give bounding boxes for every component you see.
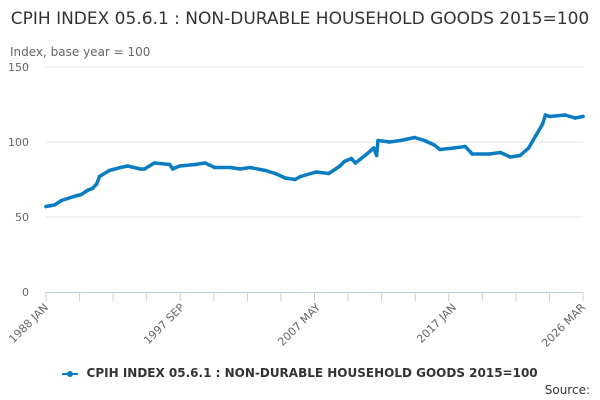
x-tick-label: 1988 JAN [6,301,51,346]
data-point [118,165,123,170]
y-axis-label: Index, base year = 100 [10,45,151,59]
data-point [90,186,95,191]
legend-line-marker-icon [62,370,79,377]
data-point [213,165,217,170]
data-point [168,162,172,167]
data-point [353,161,358,165]
x-tick-label: 2026 MAR [539,301,588,350]
x-tick-label: 1997 SEP [141,301,187,347]
data-point [470,152,475,156]
data-point [498,150,503,155]
data-point [432,143,437,147]
data-point [374,153,379,158]
data-point [86,188,91,192]
data-point [540,122,545,126]
data-point [412,135,417,140]
data-point [364,152,369,156]
data-point [452,146,456,150]
data-point [543,113,548,117]
data-point [533,134,538,138]
data-point [177,164,182,168]
data-point [298,174,303,179]
data-point [238,167,242,171]
data-point [94,182,99,186]
data-point [97,174,102,179]
data-point [349,156,354,161]
data-point [314,170,318,174]
data-point [125,164,130,168]
data-point [59,198,64,203]
data-point [73,194,78,198]
data-point [170,167,175,171]
data-point [293,177,297,182]
data-point [138,167,143,171]
legend-label: CPIH INDEX 05.6.1 : NON-DURABLE HOUSEHOL… [86,366,538,380]
data-point [228,165,233,170]
data-point [518,153,522,158]
data-point [563,113,567,117]
data-point [248,165,252,170]
data-point [142,167,147,171]
data-point [573,116,577,120]
data-point [547,114,552,119]
legend[interactable]: CPIH INDEX 05.6.1 : NON-DURABLE HOUSEHOL… [0,366,600,380]
y-tick-label: 100 [8,136,29,149]
source-label: Source: [544,383,590,397]
data-point [193,162,197,167]
x-tick-label: 2007 MAY [275,301,323,349]
data-point [79,192,83,197]
data-point [398,138,403,143]
data-point [203,161,207,165]
data-point [52,203,57,207]
y-tick-label: 50 [15,211,29,224]
data-point [487,152,491,156]
data-point [152,161,157,165]
y-tick-label: 150 [8,61,29,74]
data-point [376,138,380,143]
data-point [371,146,376,150]
data-point [338,164,342,168]
data-point [422,138,427,143]
data-point [342,159,347,164]
x-tick-label: 2017 JAN [414,301,459,346]
data-point [273,171,278,176]
chart-title: CPIH INDEX 05.6.1 : NON-DURABLE HOUSEHOL… [10,9,590,29]
data-point [526,146,531,150]
data-point [107,168,112,173]
data-point [263,168,268,173]
data-point [326,171,331,176]
data-point [387,140,392,144]
data-point [438,147,442,152]
data-point [581,114,585,119]
series-line [44,113,585,209]
data-point [44,204,48,209]
data-point [508,155,513,159]
y-tick-label: 0 [22,286,29,299]
data-point [463,144,468,149]
data-point [283,176,287,180]
